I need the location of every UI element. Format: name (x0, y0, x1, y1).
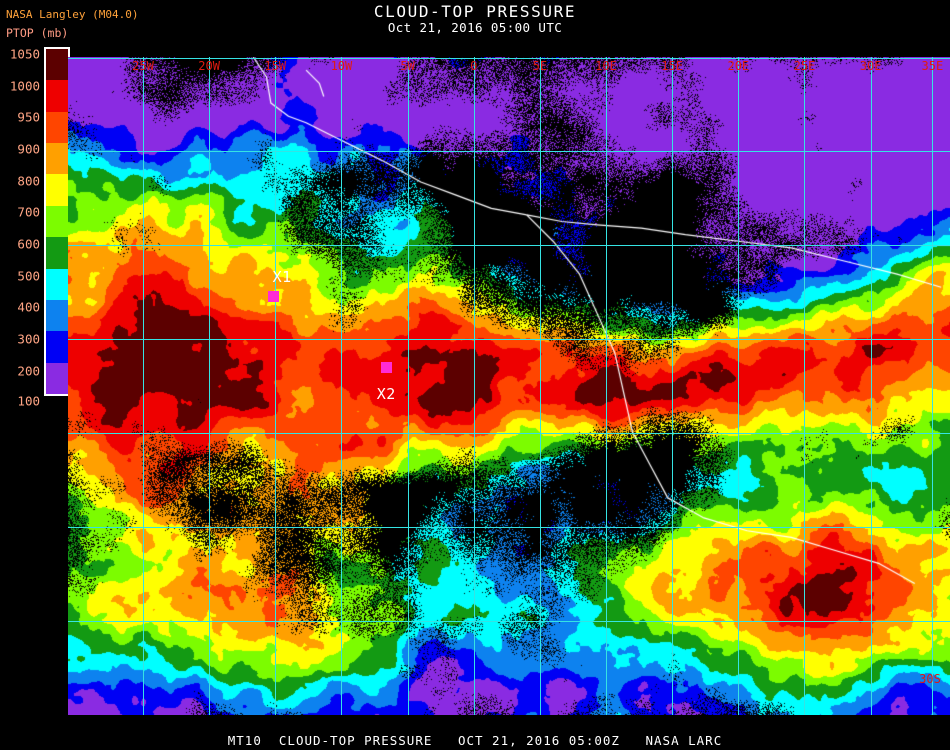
colorbar-tick-100: 100 (17, 393, 40, 409)
lon-label-5W: 5W (400, 59, 415, 73)
colorbar-tick-labels: 1050 1000 950 900 800 700 600 500 400 300 200 100 (0, 40, 42, 409)
gridline-lon-25W (143, 57, 144, 715)
gridline-lon-25E (804, 57, 805, 715)
lon-label-25W: 25W (132, 59, 154, 73)
gridline-lat-4 (68, 433, 950, 434)
colorbar-band-1050-1000 (46, 49, 68, 81)
colorbar-tick-900: 900 (17, 141, 40, 157)
colorbar-tick-500: 500 (17, 268, 40, 284)
gridline-lon-20W (209, 57, 210, 715)
colorbar-band-300-200 (46, 331, 68, 363)
page-subtitle-timestamp: Oct 21, 2016 05:00 UTC (387, 20, 563, 35)
gridline-lat-6 (68, 621, 950, 622)
lon-label-20E: 20E (727, 59, 750, 73)
colorbar-tick-300: 300 (17, 331, 40, 347)
lat-label-30S: 30S (919, 672, 941, 687)
gridline-lon-5W (408, 57, 409, 715)
colorbar-tick-700: 700 (17, 204, 40, 220)
colorbar-band-800-700 (46, 174, 68, 206)
lon-label-30E: 30E (859, 59, 882, 73)
marker-square-x1 (268, 291, 280, 303)
agency-attribution: NASA Langley (M04.0) (6, 8, 139, 21)
site-markers: X1 X2 (68, 57, 950, 715)
gridline-lat-top (68, 58, 950, 59)
gridline-lon-15E (672, 57, 673, 715)
colorbar-tick-200: 200 (17, 363, 40, 379)
colorbar-tick-400: 400 (17, 299, 40, 315)
lon-label-15E: 15E (661, 59, 683, 73)
lon-label-5E: 5E (532, 59, 548, 73)
gridline-lat-1 (68, 151, 950, 152)
marker-label-x1: X1 (272, 267, 292, 286)
lon-label-35E: 35E (921, 59, 944, 73)
colorbar-band-600-500 (46, 237, 68, 269)
marker-square-x2 (381, 361, 393, 373)
gridline-lon-35E (932, 57, 933, 715)
colorbar-band-950-900 (46, 111, 68, 144)
colorbar-band-200-100 (46, 362, 68, 394)
gridline-lon-0 (474, 57, 475, 715)
gridline-lat-3 (68, 339, 950, 340)
lon-label-0: 0 (470, 59, 478, 73)
colorbar-band-900-800 (46, 143, 68, 175)
gridline-lon-30E (871, 57, 872, 715)
colorbar-tick-600: 600 (17, 236, 40, 252)
marker-label-x2: X2 (376, 384, 396, 403)
footer-caption: MT10 CLOUD-TOP PRESSURE OCT 21, 2016 05:… (227, 733, 723, 748)
colorbar-band-700-600 (46, 205, 68, 238)
gridline-lon-10W (341, 57, 342, 715)
lon-label-10W: 10W (330, 59, 353, 73)
lon-label-25E: 25E (793, 59, 816, 73)
lon-label-15W: 15W (264, 59, 287, 73)
coastline-overlay (68, 57, 950, 715)
gridline-lat-2 (68, 245, 950, 246)
lon-label-20W: 20W (198, 59, 220, 73)
colorbar-band-400-300 (46, 299, 68, 332)
colorbar-tick-800: 800 (17, 173, 40, 189)
satellite-map-panel[interactable]: 25W 20W 15W 10W 5W 0 5E 10E 15E 20E 25E 30E 35E 30S X… (68, 57, 950, 715)
gridline-lon-20E (738, 57, 739, 715)
lon-label-10E: 10E (595, 59, 617, 73)
colorbar-tick-1050: 1050 (9, 46, 40, 62)
longitude-labels: 25W 20W 15W 10W 5W 0 5E 10E 15E 20E 25E 30E 35E 30S (68, 57, 950, 715)
gridline-lon-15W (275, 57, 276, 715)
colorbar-title: PTOP (mb) (6, 26, 69, 40)
lat-lon-gridlines (68, 57, 950, 715)
colorbar-tick-950: 950 (17, 109, 40, 125)
gridline-lon-5E (540, 57, 541, 715)
page-title: CLOUD-TOP PRESSURE (373, 2, 577, 21)
colorbar-band-500-400 (46, 268, 68, 300)
gridline-lon-10E (606, 57, 607, 715)
pressure-colorbar (44, 47, 70, 396)
colorbar-tick-1000: 1000 (9, 78, 40, 94)
gridline-lat-5 (68, 527, 950, 528)
colorbar-band-1000-950 (46, 80, 68, 112)
